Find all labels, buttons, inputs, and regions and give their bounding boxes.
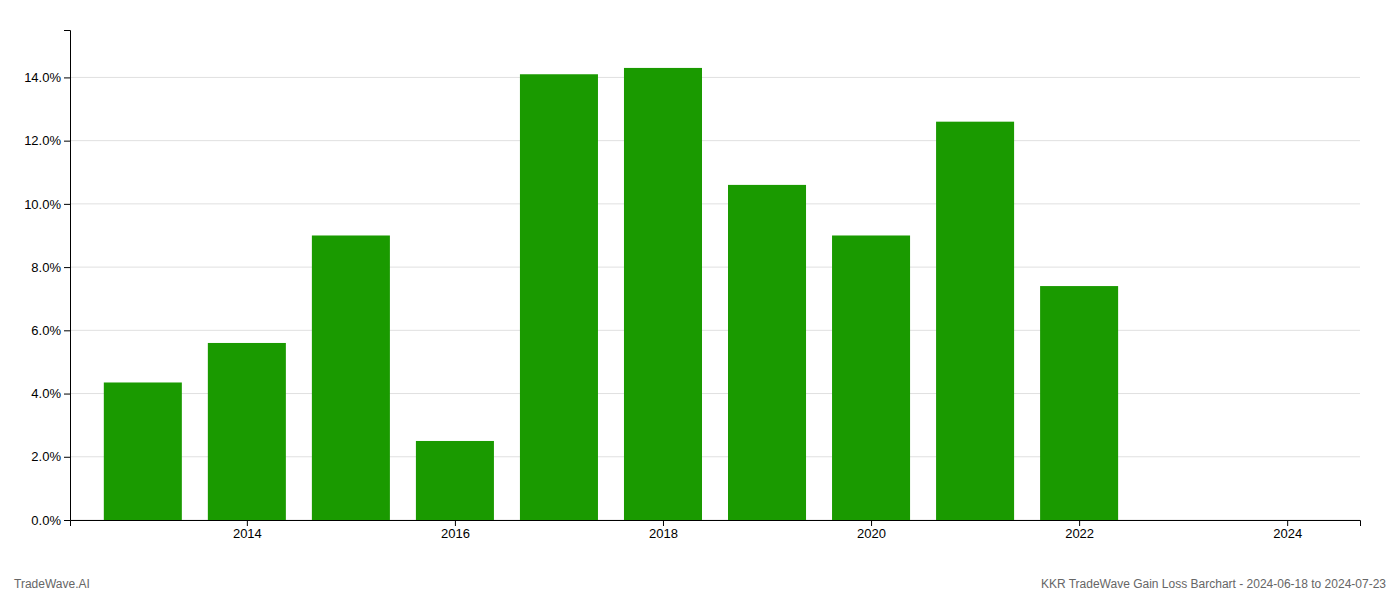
y-tick-label: 14.0% bbox=[24, 70, 61, 85]
x-tick: 2014 bbox=[233, 520, 262, 541]
y-tick-mark bbox=[64, 330, 70, 331]
annotation: KKR TradeWave Gain Loss Barchart - 2024-… bbox=[1041, 577, 1386, 591]
x-tick: 2016 bbox=[441, 520, 470, 541]
x-tick-mark bbox=[1287, 520, 1288, 526]
y-tick-label: 8.0% bbox=[31, 260, 61, 275]
bar bbox=[728, 185, 806, 520]
bar bbox=[1040, 286, 1118, 520]
bar bbox=[416, 441, 494, 520]
y-tick-mark bbox=[64, 204, 70, 205]
x-tick-label: 2020 bbox=[857, 526, 886, 541]
y-tick-mark bbox=[64, 394, 70, 395]
grid-line bbox=[70, 140, 1360, 141]
grid-line bbox=[70, 203, 1360, 204]
grid bbox=[70, 77, 1360, 520]
bar bbox=[624, 68, 702, 520]
chart: 2014 2016 2018 2020 2022 2024 0.0% 2.0% 4.0% 6.0%… bbox=[0, 0, 1400, 600]
bar bbox=[312, 235, 390, 520]
x-tick-mark bbox=[1079, 520, 1080, 526]
bar bbox=[936, 122, 1014, 520]
y-tick-label: 0.0% bbox=[31, 513, 61, 528]
x-axis-line bbox=[71, 521, 1361, 527]
y-tick: 14.0% bbox=[24, 70, 70, 85]
y-tick-mark bbox=[64, 141, 70, 142]
y-tick: 4.0% bbox=[31, 386, 70, 401]
bars bbox=[104, 68, 1118, 520]
grid-line bbox=[70, 267, 1360, 268]
y-tick: 8.0% bbox=[31, 260, 70, 275]
x-tick-label: 2018 bbox=[649, 526, 678, 541]
grid-line bbox=[70, 330, 1360, 331]
x-tick-mark bbox=[247, 520, 248, 526]
x-tick: 2020 bbox=[857, 520, 886, 541]
y-tick: 2.0% bbox=[31, 449, 70, 464]
x-tick-mark bbox=[455, 520, 456, 526]
x-tick: 2018 bbox=[649, 520, 678, 541]
x-tick-label: 2022 bbox=[1065, 526, 1094, 541]
y-tick-label: 12.0% bbox=[24, 133, 61, 148]
x-tick-mark bbox=[871, 520, 872, 526]
y-tick: 6.0% bbox=[31, 323, 70, 338]
grid-line bbox=[70, 77, 1360, 78]
y-tick-label: 10.0% bbox=[24, 197, 61, 212]
y-tick: 0.0% bbox=[31, 513, 70, 528]
y-tick-mark bbox=[64, 457, 70, 458]
x-tick-label: 2016 bbox=[441, 526, 470, 541]
y-axis-line bbox=[64, 31, 71, 521]
annotation: TradeWave.AI bbox=[14, 577, 90, 591]
bar bbox=[520, 74, 598, 520]
x-tick: 2022 bbox=[1065, 520, 1094, 541]
y-tick-label: 4.0% bbox=[31, 386, 61, 401]
x-tick: 2024 bbox=[1273, 520, 1302, 541]
x-tick-label: 2014 bbox=[233, 526, 262, 541]
y-tick-mark bbox=[64, 267, 70, 268]
y-tick-mark bbox=[64, 77, 70, 78]
y-tick-label: 2.0% bbox=[31, 449, 61, 464]
bar bbox=[208, 343, 286, 520]
y-tick: 10.0% bbox=[24, 197, 70, 212]
x-axis: 2014 2016 2018 2020 2022 2024 bbox=[71, 520, 1361, 541]
y-axis: 0.0% 2.0% 4.0% 6.0% 8.0% 10.0% 12.0% 14.0% bbox=[24, 31, 70, 528]
y-tick-label: 6.0% bbox=[31, 323, 61, 338]
plot: 2014 2016 2018 2020 2022 2024 0.0% 2.0% 4.0% 6.0%… bbox=[24, 31, 1360, 542]
y-tick-mark bbox=[64, 520, 70, 521]
x-tick-label: 2024 bbox=[1273, 526, 1302, 541]
y-tick: 12.0% bbox=[24, 133, 70, 148]
bar bbox=[832, 235, 910, 520]
bar bbox=[104, 382, 182, 520]
x-tick-mark bbox=[663, 520, 664, 526]
